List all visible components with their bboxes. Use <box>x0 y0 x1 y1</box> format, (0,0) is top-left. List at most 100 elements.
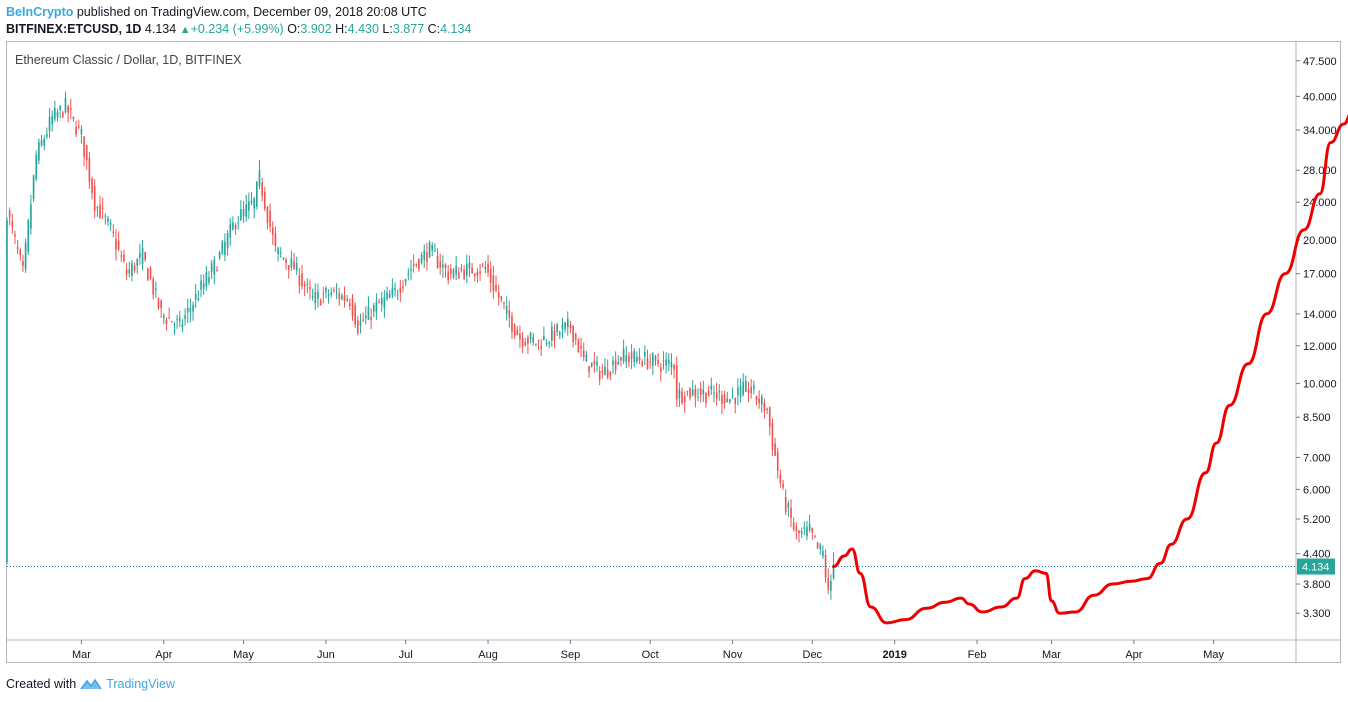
candle-body <box>612 360 614 365</box>
candle-body <box>646 358 649 369</box>
candle-body <box>301 273 303 287</box>
candle-body <box>776 452 779 471</box>
candle-body <box>620 357 622 361</box>
candle-body <box>705 392 707 403</box>
candle-body <box>192 304 194 312</box>
candle-body <box>391 288 394 296</box>
candle-body <box>468 262 471 269</box>
candle-body <box>750 387 752 394</box>
candle-body <box>194 293 197 300</box>
candle-body <box>593 361 596 365</box>
x-tick-label: Sep <box>561 649 581 661</box>
candle-body <box>394 288 396 291</box>
candle-body <box>317 291 319 299</box>
candle-body <box>665 359 667 366</box>
x-tick-label: Aug <box>478 649 498 661</box>
y-tick-label: 10.000 <box>1303 379 1337 391</box>
candle-body <box>99 204 101 219</box>
candle-body <box>107 218 109 222</box>
candle-body <box>208 277 210 283</box>
candle-body <box>75 126 77 135</box>
candle-body <box>189 308 192 312</box>
candle-body <box>11 220 14 228</box>
candle-body <box>691 389 694 395</box>
candle-body <box>489 268 492 283</box>
candle-body <box>792 522 795 530</box>
candle-body <box>630 352 633 359</box>
x-tick-label: Jul <box>399 649 413 661</box>
candle-body <box>532 337 535 343</box>
candle-body <box>795 526 798 532</box>
candle-body <box>476 271 479 276</box>
candle-body <box>511 315 513 332</box>
candle-body <box>410 268 412 271</box>
candle-body <box>798 530 800 534</box>
candle-body <box>112 231 115 233</box>
candle-body <box>383 297 386 308</box>
candle-body <box>8 210 11 218</box>
candle-body <box>641 361 644 367</box>
footer: Created with TradingView <box>6 677 175 691</box>
candle-body <box>694 388 697 398</box>
candle-body <box>176 319 178 321</box>
candle-body <box>457 272 460 279</box>
candle-body <box>614 360 617 371</box>
candle-body <box>519 333 521 340</box>
candle-body <box>670 362 673 368</box>
candle-body <box>564 322 566 330</box>
candle-body <box>723 393 726 404</box>
candle-body <box>351 298 354 317</box>
candle-body <box>657 359 659 365</box>
candle-body <box>481 264 484 266</box>
y-tick-label: 3.300 <box>1303 608 1331 620</box>
candle-body <box>553 330 556 341</box>
candle-body <box>617 361 620 365</box>
candle-body <box>170 320 173 323</box>
candle-body <box>824 555 827 578</box>
candle-body <box>721 395 723 405</box>
candle-body <box>314 291 317 304</box>
candle-body <box>816 542 819 548</box>
last-price: 4.134 <box>144 22 177 36</box>
candle-body <box>155 288 157 290</box>
candle-body <box>585 354 588 362</box>
candle-body <box>465 263 468 276</box>
candle-body <box>362 319 364 321</box>
candle-body <box>173 324 176 326</box>
candle-body <box>551 326 553 341</box>
candle-body <box>412 264 415 266</box>
candle-body <box>59 106 61 110</box>
candle-body <box>120 255 123 257</box>
candle-body <box>787 503 790 508</box>
candle-body <box>152 279 154 295</box>
candle-body <box>306 283 309 285</box>
candle-body <box>32 175 35 200</box>
candle-body <box>181 324 184 327</box>
candle-body <box>535 343 537 345</box>
candle-body <box>561 324 564 330</box>
tradingview-link[interactable]: TradingView <box>106 677 175 691</box>
candle-body <box>282 257 285 260</box>
candles <box>6 91 835 600</box>
author-link[interactable]: BeInCrypto <box>6 5 74 19</box>
candle-body <box>604 366 606 376</box>
open-label: O: <box>287 22 301 36</box>
candle-body <box>654 356 657 361</box>
candle-body <box>543 336 545 341</box>
current-price-label: 4.134 <box>1302 562 1330 574</box>
candle-body <box>22 261 24 266</box>
candle-body <box>622 348 625 362</box>
candle-body <box>569 324 572 328</box>
candle-body <box>681 391 683 404</box>
candle-body <box>444 264 447 269</box>
symbol-bar: BITFINEX:ETCUSD, 1D 4.134 ▲+0.234 (+5.99… <box>6 22 471 36</box>
candle-body <box>263 191 266 209</box>
candle-body <box>678 389 681 399</box>
candle-body <box>54 107 56 120</box>
candle-body <box>380 298 383 305</box>
candle-body <box>232 222 234 230</box>
candle-body <box>279 252 282 254</box>
candle-body <box>327 294 330 296</box>
high-value: 4.430 <box>347 22 379 36</box>
